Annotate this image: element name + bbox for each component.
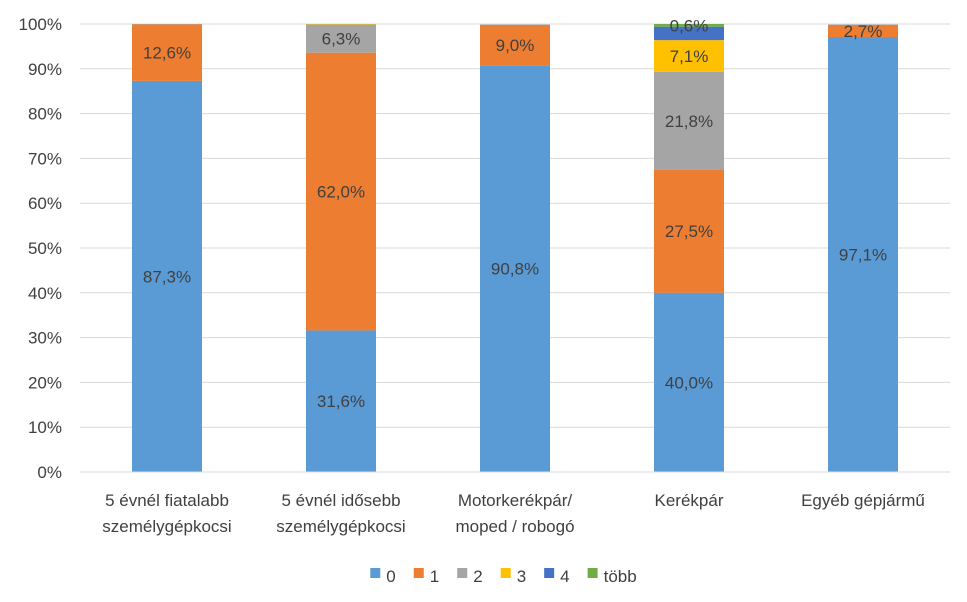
legend: 0 1 2 3 4 több <box>370 567 637 586</box>
x-category-label: Motorkerékpár/ <box>458 491 573 510</box>
bar-segment <box>480 24 550 66</box>
data-label: 62,0% <box>317 183 365 202</box>
bar-segment <box>306 330 376 472</box>
y-axis: 0% 10% 20% 30% 40% 50% 60% 70% 80% 90% 100% <box>19 15 62 482</box>
bar-segment <box>654 169 724 293</box>
bar-segment <box>132 24 202 81</box>
y-tick-label: 100% <box>19 15 62 34</box>
bar-segment <box>654 292 724 472</box>
legend-swatch <box>457 568 468 578</box>
legend-label: 3 <box>517 567 526 586</box>
x-category-label: 5 évnél idősebb <box>281 491 400 510</box>
data-label: 0,6% <box>670 16 709 35</box>
y-tick-label: 60% <box>28 194 62 213</box>
bar-segment <box>828 24 898 37</box>
x-category-label: személygépkocsi <box>102 517 231 536</box>
bar-segment <box>654 26 724 41</box>
y-tick-label: 50% <box>28 239 62 258</box>
x-category-label: személygépkocsi <box>276 517 405 536</box>
data-label: 6,3% <box>322 30 361 49</box>
data-label: 12,6% <box>143 44 191 63</box>
bar-segment <box>654 71 724 170</box>
data-label: 40,0% <box>665 373 713 392</box>
x-category-label: Egyéb gépjármű <box>801 491 925 510</box>
legend-swatch <box>370 568 381 578</box>
legend-swatch <box>413 568 424 578</box>
data-label: 7,1% <box>670 47 709 66</box>
legend-label: 1 <box>430 567 439 586</box>
y-tick-label: 70% <box>28 149 62 168</box>
legend-label: 4 <box>560 567 569 586</box>
y-tick-label: 40% <box>28 284 62 303</box>
legend-label: 0 <box>386 567 395 586</box>
data-label: 9,0% <box>496 36 535 55</box>
y-tick-label: 20% <box>28 373 62 392</box>
legend-swatch <box>587 568 598 578</box>
y-tick-label: 80% <box>28 105 62 124</box>
data-label: 97,1% <box>839 245 887 264</box>
data-labels: 87,3% 12,6% 31,6% 62,0% 6,3% 90,8% 9,0% 40,0% 27… <box>143 16 887 411</box>
data-label: 27,5% <box>665 222 713 241</box>
bar-segment <box>828 36 898 472</box>
data-label: 21,8% <box>665 112 713 131</box>
y-tick-label: 30% <box>28 329 62 348</box>
x-category-label: moped / robogó <box>455 517 574 536</box>
y-tick-label: 10% <box>28 418 62 437</box>
bar-segment <box>654 40 724 72</box>
y-tick-label: 0% <box>37 463 62 482</box>
data-label: 87,3% <box>143 267 191 286</box>
x-axis: 5 évnél fiatalabb személygépkocsi 5 évnél … <box>80 471 950 536</box>
data-label: 2,7% <box>844 22 883 41</box>
bar-segment <box>654 24 724 27</box>
bar-segment <box>306 24 376 53</box>
bar-segment <box>480 65 550 472</box>
bars <box>132 24 898 473</box>
x-category-label: Kerékpár <box>655 491 724 510</box>
bar-segment <box>132 80 202 473</box>
y-tick-label: 90% <box>28 60 62 79</box>
data-label: 31,6% <box>317 392 365 411</box>
legend-label: több <box>604 567 637 586</box>
x-category-label: 5 évnél fiatalabb <box>105 491 229 510</box>
legend-swatch <box>544 568 555 578</box>
legend-swatch <box>500 568 511 578</box>
legend-label: 2 <box>473 567 482 586</box>
data-label: 90,8% <box>491 260 539 279</box>
bar-segment <box>306 52 376 331</box>
